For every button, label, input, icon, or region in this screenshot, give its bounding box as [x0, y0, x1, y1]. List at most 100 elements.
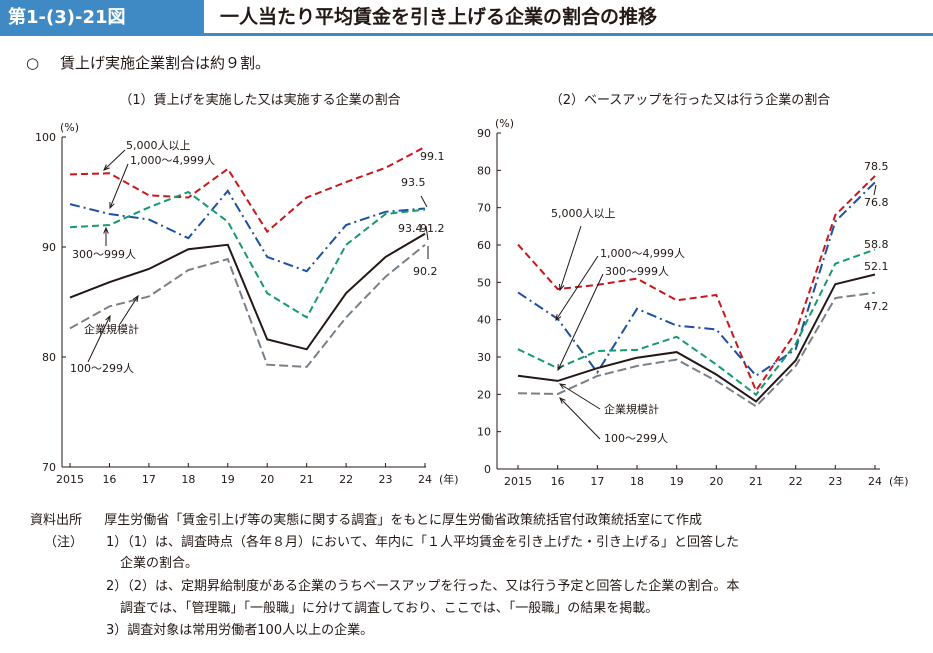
source-text: 厚生労働省「賃金引上げ等の実態に関する調査」をもとに厚生労働省政策統括官付政策統… [104, 513, 703, 528]
x-tick-label: 24 [418, 473, 432, 486]
data-label: 91.2 [420, 222, 445, 235]
y-tick-label: 80 [42, 351, 56, 364]
label-arrow-line [559, 397, 601, 440]
label-arrow-head [559, 283, 565, 292]
series-line-3 [69, 190, 426, 319]
data-label: 90.2 [413, 265, 438, 278]
series-line-4 [517, 273, 876, 403]
label-arrow-line [557, 273, 604, 371]
chart-title: （2）ベースアップを行った又は行う企業の割合 [550, 92, 831, 108]
data-label: 47.2 [864, 300, 889, 313]
x-tick-label: 24 [868, 475, 882, 488]
data-label: 58.8 [864, 238, 889, 251]
legend-label: 企業規模計 [604, 402, 659, 416]
chart-title: （1）賃上げを実施した又は実施する企業の割合 [119, 92, 400, 108]
annotation-arrow [425, 225, 429, 241]
label-arrow-head [103, 164, 110, 171]
data-label: 78.5 [864, 160, 889, 173]
y-tick-label: 90 [42, 241, 56, 254]
label-arrow-head [555, 314, 562, 322]
label-arrow-line [87, 315, 111, 363]
annotation-arrow [420, 195, 428, 208]
data-label: 93.4 [398, 222, 423, 235]
legend-label: 企業規模計 [84, 322, 139, 336]
x-tick-label: 22 [789, 475, 803, 488]
figure-header: 第1-(3)-21図 一人当たり平均賃金を引き上げる企業の割合の推移 [0, 0, 933, 36]
y-tick-label: 30 [477, 351, 491, 364]
label-arrow-head [103, 226, 109, 234]
legend-label: 1,000～4,999人 [600, 247, 685, 260]
x-tick-label: 2015 [56, 473, 84, 486]
y-axis-label: (%) [60, 121, 79, 134]
x-tick-label: 16 [102, 473, 116, 486]
data-label: 76.8 [864, 196, 889, 209]
legend-label: 100～299人 [604, 432, 668, 445]
x-tick-label: 19 [221, 473, 235, 486]
x-tick-label: 23 [828, 475, 842, 488]
label-arrow-head [557, 363, 563, 372]
y-tick-label: 40 [477, 314, 491, 327]
note-item: 2）（2）は、定期昇給制度がある企業のうちベースアップを行った、又は行う予定と回… [106, 579, 740, 594]
x-tick-label: 17 [142, 473, 156, 486]
series-line-5 [517, 291, 876, 408]
summary: ○ 賃上げ実施企業割合は約９割。 [26, 52, 270, 73]
x-tick-label: 20 [709, 475, 723, 488]
label-arrow-line [559, 383, 601, 410]
y-tick-label: 20 [477, 388, 491, 401]
legend-label: 300～999人 [72, 248, 136, 261]
x-tick-label: 2015 [504, 475, 532, 488]
note-item: 企業の割合。 [120, 556, 199, 571]
legend-label: 300～999人 [605, 265, 669, 278]
note-item: 調査では、「管理職」「一般職」に分けて調査しており、ここでは、「一般職」の結果を… [120, 601, 659, 616]
x-axis-label: (年) [889, 474, 909, 488]
x-tick-label: 16 [551, 475, 565, 488]
x-tick-label: 19 [670, 475, 684, 488]
label-arrow-line [103, 149, 126, 171]
x-tick-label: 21 [300, 473, 314, 486]
legend-label: 1,000～4,999人 [130, 154, 215, 167]
note-item: 3）調査対象は常用労働者100人以上の企業。 [106, 623, 374, 638]
x-tick-label: 18 [630, 475, 644, 488]
chart-2: （2）ベースアップを行った又は行う企業の割合 0 10 20 30 40 50 60 70 80 9… [477, 92, 909, 488]
y-tick-label: 70 [42, 461, 56, 474]
label-arrow-line [559, 225, 582, 291]
chart-1: （1）賃上げを実施した又は実施する企業の割合 70 80 90 100 (%) 2015 16… [35, 92, 459, 486]
data-label: 99.1 [420, 150, 445, 163]
label-arrow-head [109, 201, 115, 210]
y-tick-label: 100 [35, 131, 56, 144]
x-axis-label: (年) [439, 472, 459, 486]
annotation-arrow [873, 184, 877, 196]
x-tick-label: 21 [749, 475, 763, 488]
legend-label: 100～299人 [70, 362, 134, 375]
label-arrow-line [119, 295, 139, 325]
x-tick-label: 20 [260, 473, 274, 486]
source-label: 資料出所 [30, 513, 83, 528]
figure-number: 第1-(3)-21図 [0, 0, 204, 36]
data-label: 52.1 [864, 260, 889, 273]
x-tick-label: 17 [590, 475, 604, 488]
y-tick-label: 10 [477, 426, 491, 439]
y-tick-label: 90 [477, 127, 491, 140]
y-axis-label: (%) [495, 117, 514, 130]
series-line-4 [69, 232, 426, 351]
label-arrow-line [555, 255, 599, 321]
x-tick-label: 22 [339, 473, 353, 486]
note-label: （注） [44, 535, 84, 550]
note-item: 1）（1）は、調査時点（各年８月）において、年内に「１人平均賃金を引き上げた・引… [106, 535, 740, 550]
label-arrow-head [132, 294, 139, 302]
figure-title: 一人当たり平均賃金を引き上げる企業の割合の推移 [204, 0, 933, 36]
y-tick-label: 0 [484, 463, 491, 476]
summary-bullet-icon: ○ [26, 54, 40, 72]
label-arrow-head [558, 383, 566, 390]
label-arrow-line [109, 163, 129, 209]
series-line-3 [517, 248, 876, 397]
y-tick-label: 60 [477, 239, 491, 252]
y-tick-label: 50 [477, 276, 491, 289]
legend-label: 5,000人以上 [126, 139, 191, 152]
legend-label: 5,000人以上 [551, 207, 616, 220]
series-line-2 [517, 181, 876, 378]
series-line-1 [69, 146, 426, 234]
data-label: 93.5 [401, 176, 426, 189]
label-arrow-head [559, 397, 566, 404]
